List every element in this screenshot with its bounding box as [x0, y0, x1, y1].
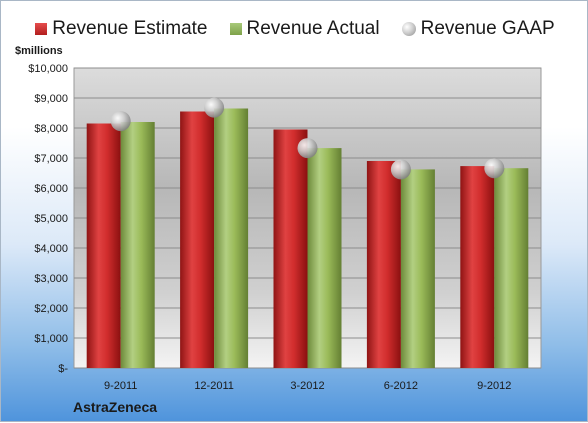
marker-revenue-gaap	[297, 138, 318, 159]
company-name: AstraZeneca	[73, 399, 158, 415]
x-tick-label: 6-2012	[384, 380, 418, 392]
marker-revenue-gaap	[204, 97, 225, 118]
x-tick-label: 9-2011	[104, 380, 137, 392]
x-tick-label: 3-2012	[290, 380, 324, 392]
y-tick-label: $-	[58, 363, 68, 375]
marker-revenue-gaap	[110, 111, 131, 132]
bar-revenue-estimate	[180, 111, 215, 368]
bar-revenue-actual	[400, 169, 435, 368]
legend-label-actual: Revenue Actual	[246, 18, 380, 39]
bar-revenue-estimate	[366, 161, 401, 368]
legend-label-gaap: Revenue GAAP	[420, 18, 555, 39]
marker-revenue-gaap	[484, 158, 505, 179]
y-tick-label: $8,000	[34, 123, 68, 135]
legend-item-gaap: Revenue GAAP	[401, 15, 555, 43]
legend-swatch-actual	[229, 23, 242, 35]
y-axis-units: $millions	[15, 45, 63, 57]
y-tick-label: $1,000	[34, 333, 68, 345]
bar-revenue-estimate	[460, 166, 495, 368]
y-tick-label: $6,000	[34, 183, 68, 195]
y-tick-label: $9,000	[34, 93, 68, 105]
x-tick-label: 12-2011	[194, 380, 234, 392]
legend-swatch-estimate	[35, 23, 48, 35]
legend-item-estimate: Revenue Estimate	[35, 15, 208, 43]
legend: Revenue Estimate Revenue Actual Revenue …	[1, 15, 588, 43]
bar-revenue-actual	[214, 108, 249, 368]
y-tick-label: $7,000	[34, 153, 68, 165]
bar-revenue-estimate	[86, 123, 121, 368]
legend-label-estimate: Revenue Estimate	[52, 18, 208, 39]
marker-revenue-gaap	[390, 159, 411, 180]
y-tick-label: $5,000	[34, 213, 68, 225]
y-tick-label: $4,000	[34, 243, 68, 255]
bar-revenue-actual	[307, 148, 342, 368]
x-tick-label: 9-2012	[477, 380, 511, 392]
y-tick-label: $3,000	[34, 273, 68, 285]
legend-swatch-gaap	[401, 22, 416, 36]
bar-revenue-actual	[494, 168, 529, 368]
bar-revenue-actual	[120, 122, 155, 368]
bar-revenue-estimate	[273, 129, 308, 368]
y-tick-label: $2,000	[34, 303, 68, 315]
legend-item-actual: Revenue Actual	[229, 15, 380, 43]
y-tick-label: $10,000	[28, 63, 68, 75]
